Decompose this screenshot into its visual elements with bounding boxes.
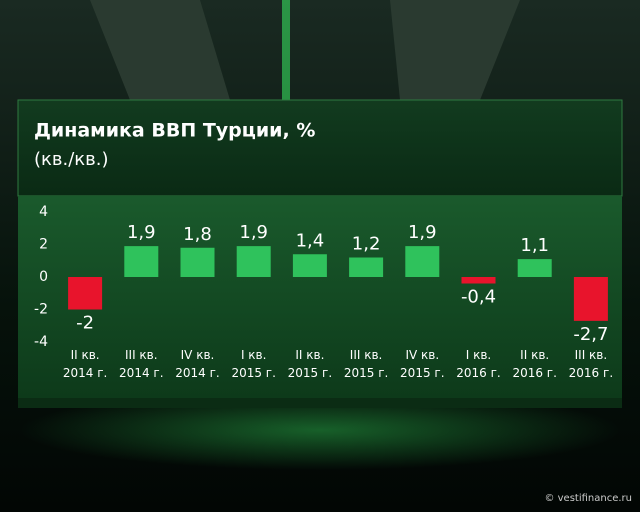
decor xyxy=(90,0,230,100)
bar xyxy=(349,257,384,277)
bar xyxy=(68,277,103,310)
value-label: 1,9 xyxy=(239,222,268,243)
panel-footer xyxy=(18,398,622,408)
value-label: -0,4 xyxy=(461,287,496,308)
value-label: 1,1 xyxy=(520,235,549,256)
x-tick-label: III кв. 2016 г. xyxy=(569,348,613,380)
decor xyxy=(390,0,520,100)
value-label: 1,9 xyxy=(127,222,156,243)
bar xyxy=(236,246,271,277)
y-tick-label: -4 xyxy=(34,334,48,350)
bar xyxy=(124,246,159,277)
x-tick-label: II кв. 2016 г. xyxy=(512,348,556,380)
x-tick-label: III кв. 2015 г. xyxy=(344,348,388,380)
x-tick-label: II кв. 2014 г. xyxy=(63,348,107,380)
x-tick-label: I кв. 2015 г. xyxy=(231,348,275,380)
decor xyxy=(282,0,290,100)
x-tick-label: III кв. 2014 г. xyxy=(119,348,163,380)
value-label: -2 xyxy=(76,313,94,334)
bar xyxy=(573,277,608,321)
value-label: 1,9 xyxy=(408,222,437,243)
value-label: 1,2 xyxy=(352,234,381,255)
chart-title: Динамика ВВП Турции, % xyxy=(34,120,315,142)
x-tick-label: IV кв. 2014 г. xyxy=(175,348,219,380)
source: © vestifinance.ru xyxy=(544,493,632,504)
value-label: -2,7 xyxy=(573,324,608,345)
x-tick-label: IV кв. 2015 г. xyxy=(400,348,444,380)
y-tick-label: 2 xyxy=(39,237,48,253)
glow xyxy=(20,390,620,470)
bar xyxy=(461,277,496,284)
x-tick-label: I кв. 2016 г. xyxy=(456,348,500,380)
plot-panel xyxy=(18,196,622,398)
x-tick-label: II кв. 2015 г. xyxy=(288,348,332,380)
y-tick-label: 4 xyxy=(39,204,48,220)
value-label: 1,8 xyxy=(183,224,212,245)
chart-subtitle: (кв./кв.) xyxy=(34,149,109,170)
value-label: 1,4 xyxy=(296,230,325,251)
bar xyxy=(405,246,440,277)
bar xyxy=(292,254,327,277)
bar xyxy=(517,259,552,277)
title-panel xyxy=(17,99,623,197)
bar xyxy=(180,247,215,277)
y-tick-label: 0 xyxy=(39,269,48,285)
y-tick-label: -2 xyxy=(34,302,48,318)
